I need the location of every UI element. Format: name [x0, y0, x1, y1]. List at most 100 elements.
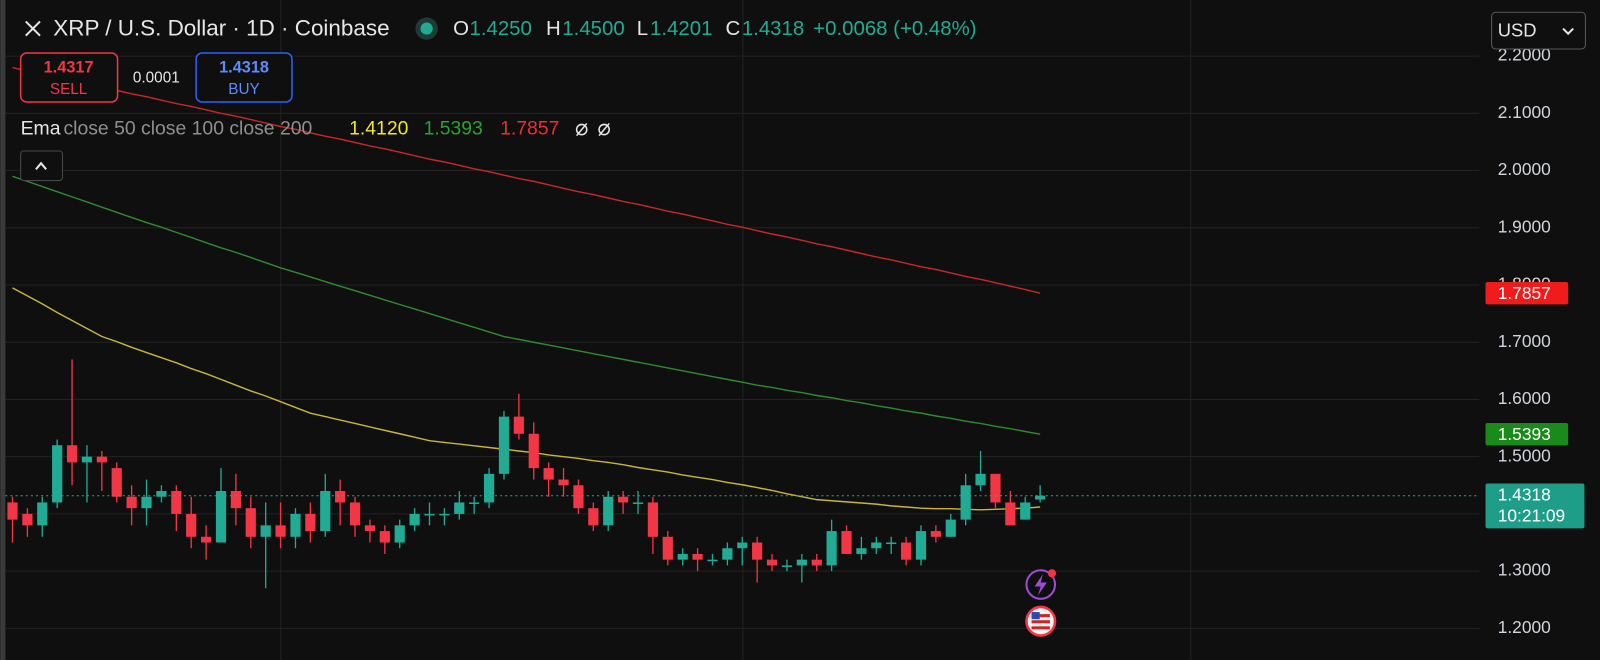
y-tick-label: 1.3000	[1498, 560, 1551, 580]
ohlc-label: O	[453, 18, 469, 40]
candle-body	[558, 479, 569, 486]
flag-stripe	[1031, 626, 1050, 630]
candle-body	[349, 502, 361, 526]
indicator-name: Ema	[21, 118, 61, 140]
event-icons[interactable]	[1025, 569, 1057, 637]
candle-body	[1020, 502, 1031, 520]
candle-body	[990, 473, 1001, 503]
candle-body	[126, 496, 137, 509]
candle-body	[841, 531, 852, 554]
flag-stripe	[1031, 614, 1050, 618]
candle-body	[186, 513, 197, 537]
sell-button[interactable]: 1.4317 SELL	[19, 52, 119, 103]
candle-body	[781, 565, 793, 567]
empty-icon	[576, 122, 588, 137]
candle-body	[930, 531, 941, 537]
candle-body	[677, 553, 688, 560]
candle-body	[22, 513, 33, 526]
candle-body	[603, 496, 614, 526]
empty-icon	[598, 122, 610, 137]
candle-body	[66, 445, 78, 463]
y-tick-label: 2.1000	[1498, 102, 1551, 122]
ai-bolt	[1034, 574, 1047, 596]
candle-body	[52, 445, 63, 503]
candle-body	[230, 491, 241, 509]
indicator-legend: Ema close 50 close 100 close 200 1.4120 …	[21, 118, 611, 140]
ema-tag	[1485, 422, 1569, 446]
flag-stripe	[1031, 620, 1050, 624]
candle-body	[37, 502, 48, 526]
candle-body	[81, 456, 93, 463]
buy-label: BUY	[228, 81, 259, 98]
ohlc-value: 1.4201	[650, 18, 712, 40]
currency: USD	[1498, 19, 1537, 40]
candle-body	[900, 542, 912, 560]
candle-body	[335, 491, 346, 503]
candle-body	[305, 513, 316, 532]
candle-body	[498, 416, 510, 474]
candle-body	[1035, 495, 1046, 500]
currency-dropdown[interactable]: USD	[1491, 11, 1586, 50]
candle-body	[618, 496, 629, 503]
candle-body	[275, 525, 286, 537]
close-button[interactable]	[25, 20, 41, 37]
price-tag	[1485, 483, 1585, 529]
y-tick-label: 1.2000	[1498, 617, 1551, 637]
ohlc-value: 1.4250	[469, 18, 531, 40]
candle-body	[201, 536, 212, 543]
dropdown-box	[1491, 11, 1586, 50]
candle-body	[811, 559, 822, 566]
candle-body	[752, 542, 763, 560]
candle-body	[394, 525, 405, 543]
candle-body	[454, 502, 465, 514]
y-tick-label: 1.9000	[1498, 216, 1551, 236]
collapse-icon	[35, 161, 47, 170]
candle-body	[424, 513, 435, 516]
ai-icon	[1025, 569, 1057, 600]
candle-body	[886, 542, 897, 545]
collapse-button[interactable]	[20, 150, 63, 182]
candle-body	[320, 491, 331, 532]
candle-body	[826, 531, 837, 566]
flag-canton	[1031, 612, 1040, 620]
candle-body	[364, 525, 376, 532]
candle-body	[156, 491, 167, 497]
candle-body	[662, 536, 673, 560]
buy-box	[195, 52, 293, 103]
ema-line	[12, 175, 1041, 435]
sell-label: SELL	[50, 81, 87, 98]
candle-body	[796, 559, 807, 566]
empty-icon	[598, 123, 611, 136]
buy-button[interactable]: 1.4318 BUY	[195, 52, 293, 103]
price-tag-price: 1.4318	[1498, 484, 1551, 504]
candle-body	[171, 491, 182, 514]
indicator-value: 1.5393	[424, 118, 483, 140]
symbol: XRP / U.S. Dollar · 1D · Coinbase	[53, 16, 389, 41]
close-icon	[25, 20, 41, 37]
candle-body	[215, 491, 227, 543]
candle-body	[692, 553, 703, 560]
ema-tag-label: 1.7857	[1498, 283, 1551, 303]
y-tick-label: 1.5000	[1498, 445, 1551, 465]
left-border	[0, 0, 6, 660]
collapse-box	[20, 150, 63, 182]
ema-tag	[1485, 281, 1569, 305]
candle-body	[245, 508, 256, 537]
ohlc-value: 1.4318	[742, 18, 804, 40]
spread: 0.0001	[133, 70, 180, 87]
sell-box	[19, 52, 119, 103]
empty-icons	[575, 122, 611, 137]
indicator-value: 1.7857	[500, 118, 559, 140]
candle-body	[975, 473, 986, 486]
candle-body	[543, 468, 554, 480]
candle-body	[945, 519, 956, 537]
ema-tag-label: 1.5393	[1498, 424, 1551, 444]
candle-body	[7, 502, 18, 520]
indicator-value: 1.4120	[349, 118, 408, 140]
ai-badge	[1047, 569, 1057, 578]
buy-price: 1.4318	[219, 59, 269, 77]
candle-body	[707, 559, 718, 562]
ema-line	[12, 66, 1041, 294]
